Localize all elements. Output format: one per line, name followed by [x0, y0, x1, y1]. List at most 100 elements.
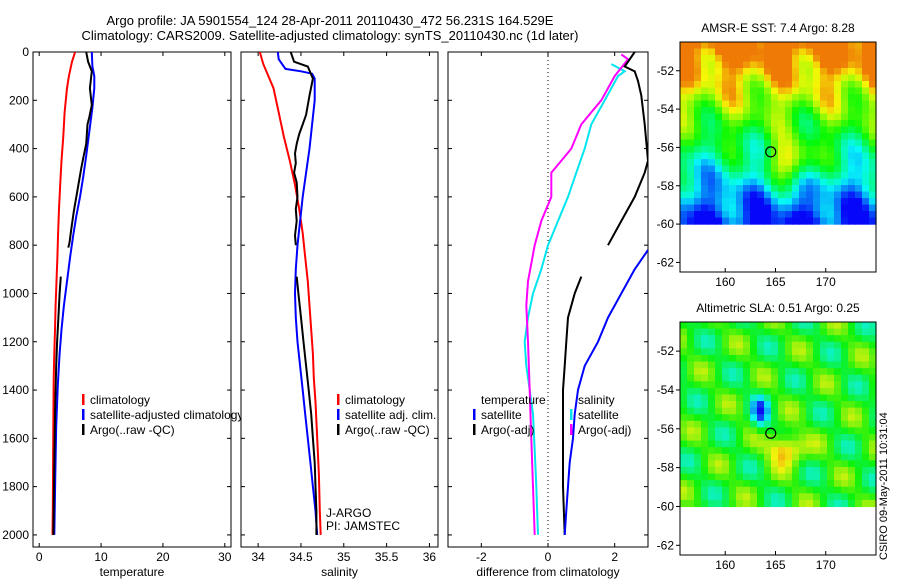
heatmap-cell — [778, 427, 786, 435]
heatmap-cell — [785, 473, 793, 481]
heatmap-cell — [862, 139, 870, 147]
heatmap-cell — [701, 354, 709, 363]
heatmap-cell — [799, 74, 807, 82]
heatmap-cell — [799, 113, 807, 121]
heatmap-cell — [757, 113, 765, 121]
heatmap-cell — [687, 139, 695, 147]
heatmap-cell — [764, 473, 772, 481]
heatmap-cell — [792, 374, 800, 382]
legend-swatch — [570, 409, 573, 420]
heatmap-cell — [785, 420, 793, 429]
heatmap-cell — [757, 107, 765, 115]
heatmap-cell — [771, 466, 779, 475]
heatmap-cell — [750, 348, 758, 356]
heatmap-cell — [855, 341, 863, 349]
heatmap-cell — [736, 348, 744, 356]
heatmap-cell — [736, 191, 744, 199]
heatmap-cell — [750, 113, 758, 121]
heatmap-cell — [806, 414, 814, 422]
heatmap-cell — [820, 191, 828, 199]
heatmap-cell — [750, 460, 758, 468]
heatmap-cell — [834, 217, 842, 225]
heatmap-cell — [694, 94, 702, 102]
x-axis-label: salinity — [321, 565, 358, 579]
heatmap-cell — [750, 387, 758, 396]
heatmap-cell — [757, 401, 765, 409]
heatmap-cell — [827, 100, 835, 108]
heatmap-cell — [680, 473, 688, 481]
heatmap-cell — [701, 420, 709, 429]
heatmap-cell — [862, 374, 870, 382]
heatmap-cell — [736, 74, 744, 82]
heatmap-cell — [820, 55, 828, 63]
heatmap-cell — [771, 440, 779, 448]
heatmap-cell — [792, 466, 800, 475]
heatmap-cell — [729, 126, 737, 134]
heatmap-cell — [743, 113, 751, 121]
heatmap-cell — [743, 61, 751, 69]
heatmap-cell — [792, 204, 800, 212]
heatmap-cell — [862, 94, 870, 102]
heatmap-cell — [848, 159, 856, 167]
y-tick-label: 2000 — [2, 528, 29, 542]
heatmap-cell — [715, 126, 723, 134]
y-tick-label: 400 — [9, 142, 29, 156]
legend-swatch — [337, 394, 340, 405]
heatmap-cell — [806, 198, 814, 206]
heatmap-cell — [708, 113, 716, 121]
heatmap-cell — [771, 152, 779, 160]
heatmap-cell — [841, 361, 849, 369]
heatmap-cell — [694, 126, 702, 134]
heatmap-cell — [799, 204, 807, 212]
heatmap-cell — [771, 460, 779, 468]
heatmap-cell — [764, 394, 772, 402]
heatmap-cell — [813, 55, 821, 63]
heatmap-cell — [855, 107, 863, 115]
heatmap-cell — [848, 466, 856, 475]
heatmap-cell — [806, 133, 814, 141]
heatmap-cell — [778, 368, 786, 376]
legend-label: satellite adj. clim. — [345, 408, 436, 422]
heatmap-cell — [708, 381, 716, 389]
heatmap-cell — [750, 466, 758, 475]
heatmap-cell — [799, 493, 807, 501]
heatmap-cell — [771, 61, 779, 69]
heatmap-cell — [757, 74, 765, 82]
heatmap-cell — [848, 348, 856, 356]
heatmap-cell — [862, 133, 870, 141]
series-group — [258, 52, 322, 535]
heatmap-cell — [687, 159, 695, 167]
heatmap-cell — [841, 185, 849, 193]
heatmap-cell — [799, 185, 807, 193]
heatmap-cell — [722, 55, 730, 63]
heatmap-cell — [806, 447, 814, 455]
map-title: AMSR-E SST: 7.4 Argo: 8.28 — [701, 21, 855, 35]
heatmap-cell — [813, 335, 821, 343]
heatmap-cell — [813, 433, 821, 442]
heatmap-cell — [869, 453, 877, 461]
heatmap-cell — [806, 191, 814, 199]
heatmap-cell — [778, 401, 786, 409]
heatmap-cell — [834, 48, 842, 56]
heatmap-cell — [827, 499, 835, 508]
x-tick-label: 34.5 — [289, 550, 313, 564]
heatmap-cell — [701, 440, 709, 448]
heatmap-cell — [862, 493, 870, 501]
heatmap-cell — [792, 211, 800, 219]
heatmap-cell — [680, 420, 688, 429]
heatmap-cell — [813, 159, 821, 167]
heatmap-cell — [729, 100, 737, 108]
x-tick-label: 10 — [94, 550, 108, 564]
x-tick-label: 165 — [765, 558, 785, 572]
heatmap-cell — [680, 178, 688, 186]
heatmap-cell — [792, 87, 800, 95]
heatmap-cell — [862, 361, 870, 369]
heatmap-cell — [869, 133, 877, 141]
heatmap-cell — [862, 159, 870, 167]
heatmap-cell — [806, 433, 814, 442]
heatmap-cell — [778, 322, 786, 330]
heatmap-cell — [834, 55, 842, 63]
heatmap-cell — [792, 453, 800, 461]
heatmap-cell — [785, 113, 793, 121]
heatmap-cell — [757, 94, 765, 102]
